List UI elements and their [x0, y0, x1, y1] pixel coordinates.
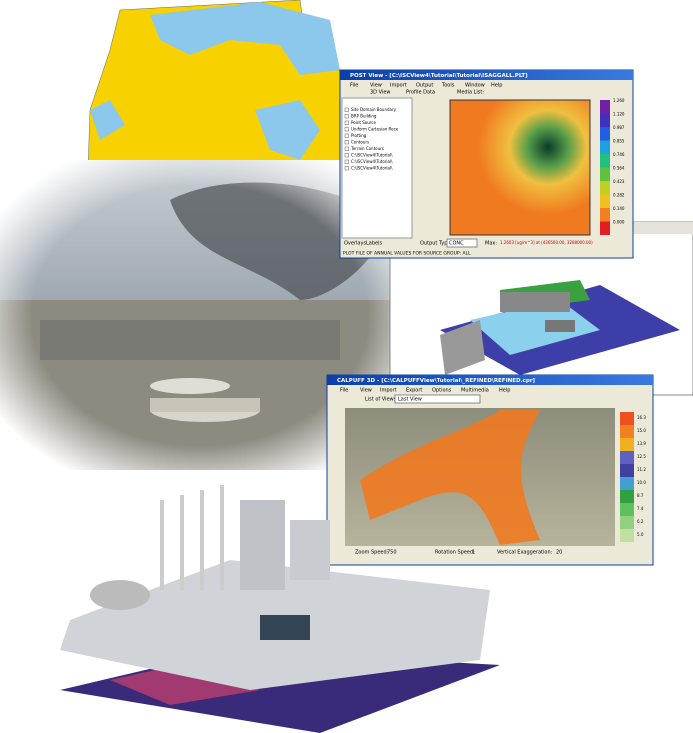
- color-swatch: [620, 412, 634, 425]
- colorbar-label: 16.3: [637, 415, 646, 420]
- layer-name: Site Domain Boundary: [351, 107, 397, 112]
- layer-name: C:\ISCView4\Tutorial\: [351, 159, 393, 164]
- colorbar-label: 1.260: [613, 98, 625, 103]
- color-swatch: [600, 127, 610, 141]
- color-swatch: [600, 113, 610, 127]
- layer-checkbox[interactable]: [344, 114, 349, 119]
- color-swatch: [620, 464, 634, 477]
- colorbar-label: 0.282: [613, 193, 625, 198]
- exaggeration-value: 20: [556, 550, 562, 556]
- color-swatch: [600, 194, 610, 208]
- max-value: 1.2603 [ug/m^3] at (436500.00, 3288000.0…: [500, 240, 593, 245]
- colorbar-label: 8.7: [637, 493, 644, 498]
- colorbar-label: 15.0: [637, 428, 646, 433]
- color-swatch: [620, 438, 634, 451]
- menu-item[interactable]: Tools: [441, 83, 455, 89]
- post-view-window: POST View - [C:\ISCView4\Tutorial\Tutori…: [339, 69, 634, 259]
- layer-checkbox[interactable]: [344, 120, 349, 125]
- color-swatch: [620, 477, 634, 490]
- output-type-label: Output Type:: [420, 241, 452, 247]
- menu-item[interactable]: File: [340, 388, 348, 394]
- window-title: POST View - [C:\ISCView4\Tutorial\Tutori…: [350, 73, 528, 79]
- rotation-value: 1: [472, 550, 475, 556]
- colorbar-label: 0.140: [613, 206, 625, 211]
- max-label: Max:: [485, 241, 497, 247]
- color-swatch: [620, 503, 634, 516]
- color-swatch: [600, 140, 610, 154]
- exaggeration-label: Vertical Exaggeration:: [497, 550, 553, 556]
- toolbar-button[interactable]: Profile Data: [406, 90, 435, 96]
- tab[interactable]: Labels: [366, 241, 382, 247]
- layer-checkbox[interactable]: [344, 153, 349, 158]
- color-swatch: [600, 221, 610, 235]
- colorbar-label: 5.0: [637, 532, 644, 537]
- colorbar-label: 13.9: [637, 441, 646, 446]
- layer-checkbox[interactable]: [344, 146, 349, 151]
- colorbar-label: 0.000: [613, 220, 625, 225]
- tab[interactable]: Overlays: [344, 241, 366, 247]
- color-swatch: [600, 154, 610, 168]
- colorbar-label: 10.0: [637, 480, 646, 485]
- menu-item[interactable]: Options: [432, 388, 452, 394]
- rotation-label: Rotation Speed:: [435, 550, 475, 556]
- layer-name: BRP Building: [351, 114, 377, 119]
- colorbar-label: 0.746: [613, 152, 625, 157]
- colorbar-label: 12.5: [637, 454, 646, 459]
- views-value: Last View: [398, 397, 422, 403]
- calpuff-window: CALPUFF 3D - [C:\CALPUFFView\Tutorial\_R…: [326, 374, 654, 566]
- plant-3d: [60, 485, 500, 733]
- layer-checkbox[interactable]: [344, 127, 349, 132]
- menu-item[interactable]: Help: [491, 83, 502, 89]
- menu-item[interactable]: Import: [380, 388, 397, 394]
- colorbar-label: 1.120: [613, 112, 625, 117]
- color-swatch: [620, 529, 634, 542]
- color-swatch: [600, 208, 610, 222]
- colorbar-label: 11.2: [637, 467, 646, 472]
- colorbar-label: 0.423: [613, 179, 625, 184]
- menu-item[interactable]: View: [360, 388, 372, 394]
- layer-checkbox[interactable]: [344, 133, 349, 138]
- colorbar-label: 0.855: [613, 139, 625, 144]
- menu-item[interactable]: Import: [390, 83, 407, 89]
- views-label: List of Views:: [365, 397, 398, 403]
- toolbar-button[interactable]: Media List:: [457, 90, 484, 96]
- status-bar: PLOT FILE OF ANNUAL VALUES FOR SOURCE GR…: [343, 251, 471, 257]
- menu-item[interactable]: File: [350, 83, 358, 89]
- menu-item[interactable]: View: [370, 83, 382, 89]
- layer-name: Contours: [351, 140, 369, 145]
- layer-name: C:\ISCView4\Tutorial\: [351, 153, 393, 158]
- layer-name: Plotting: [351, 133, 367, 138]
- colorbar-label: 0.564: [613, 166, 625, 171]
- layer-name: Point Source: [351, 120, 376, 125]
- menu-item[interactable]: Export: [406, 388, 422, 394]
- layer-checkbox[interactable]: [344, 166, 349, 171]
- color-swatch: [620, 425, 634, 438]
- color-swatch: [600, 181, 610, 195]
- menu-item[interactable]: Output: [416, 83, 433, 89]
- menu-item[interactable]: Window: [465, 83, 485, 89]
- zoom-value: 750: [387, 550, 397, 556]
- layer-checkbox[interactable]: [344, 159, 349, 164]
- color-swatch: [600, 167, 610, 181]
- zoom-label: Zoom Speed:: [355, 550, 389, 556]
- layer-checkbox[interactable]: [344, 140, 349, 145]
- colorbar-label: 7.4: [637, 506, 644, 511]
- color-swatch: [620, 516, 634, 529]
- toolbar-button[interactable]: 3D View: [370, 90, 391, 96]
- menu-item[interactable]: Multimedia: [461, 388, 489, 394]
- layer-name: Terrain Contours: [350, 146, 384, 151]
- layer-checkbox[interactable]: [344, 107, 349, 112]
- color-swatch: [620, 451, 634, 464]
- color-swatch: [620, 490, 634, 503]
- color-swatch: [600, 100, 610, 114]
- colorbar-label: 6.2: [637, 519, 644, 524]
- menu-item[interactable]: Help: [499, 388, 510, 394]
- layer-name: C:\ISCView4\Tutorial\: [351, 166, 393, 171]
- window-title: CALPUFF 3D - [C:\CALPUFFView\Tutorial\_R…: [337, 378, 536, 384]
- layer-name: Uniform Cartesian Rece: [351, 127, 399, 132]
- colorbar-label: 0.987: [613, 125, 625, 130]
- output-type: CONC: [449, 241, 464, 247]
